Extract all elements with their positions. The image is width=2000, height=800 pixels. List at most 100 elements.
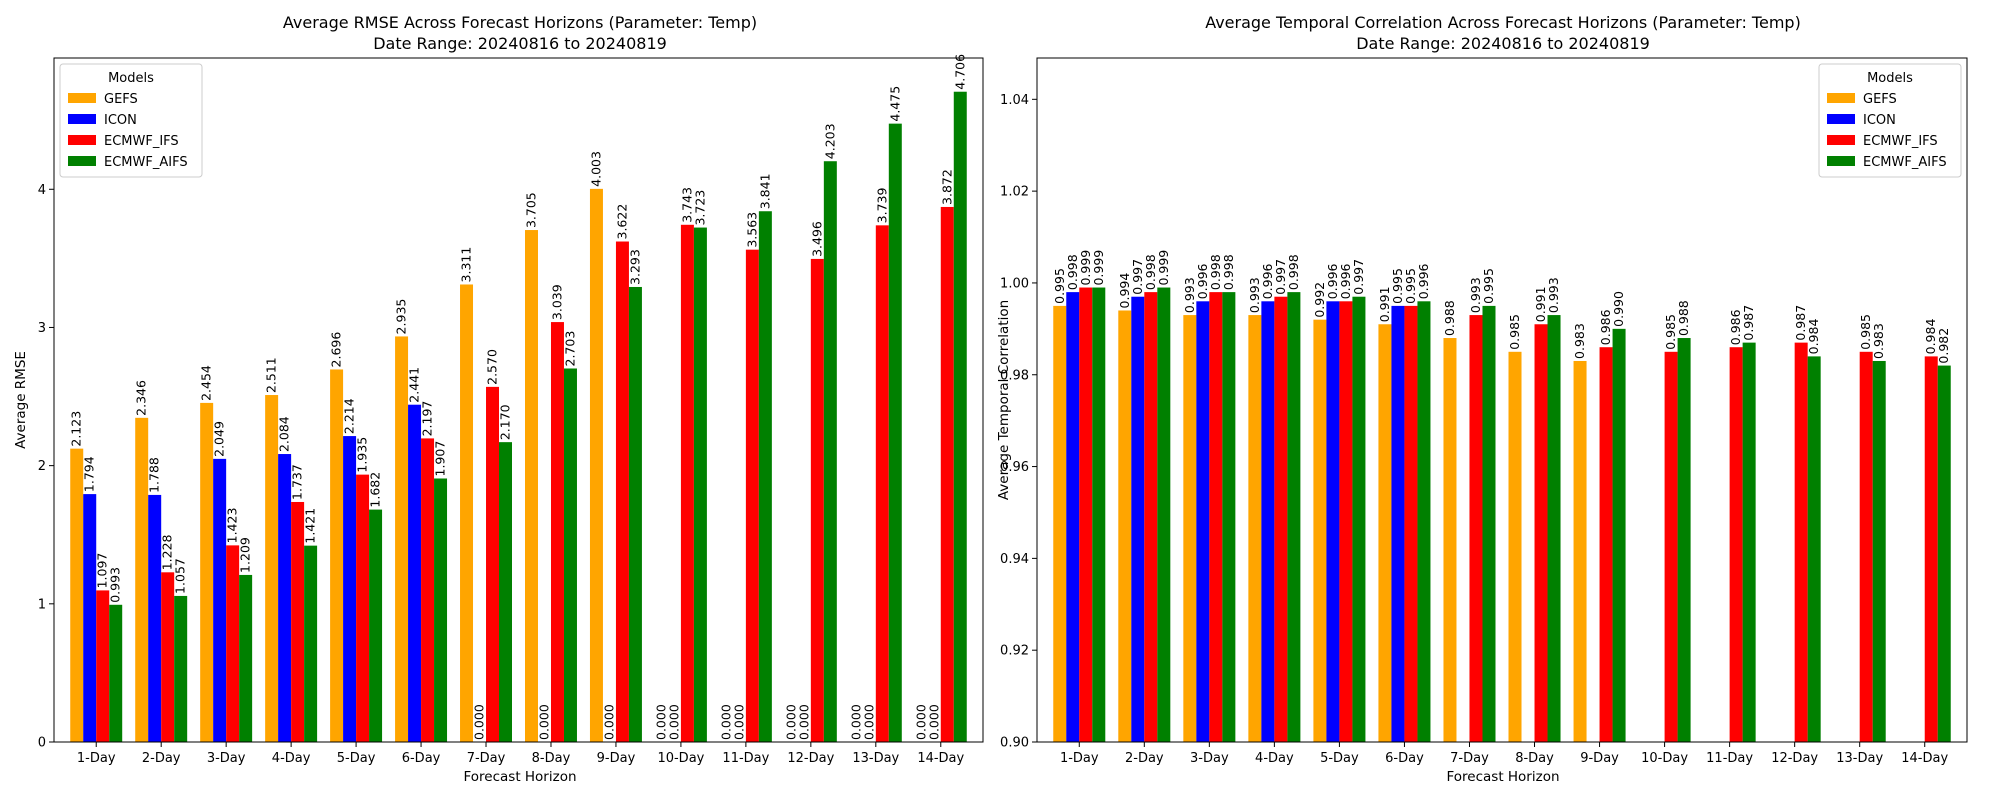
bar-value-label: 3.563 [744,212,759,248]
bar-value-label: 2.696 [329,332,344,368]
bar-value-label: 1.935 [355,437,370,473]
bar-ecmwf-aifs-10-day [1677,338,1691,742]
bar-ecmwf-ifs-9-day [1599,347,1613,742]
bar-value-label: 0.988 [1676,300,1691,336]
bar-value-label: 0.986 [1598,309,1613,345]
x-tick-label: 4-Day [1255,751,1294,766]
bar-gefs-9-day [1573,360,1587,742]
legend-entry: GEFS [1863,92,1897,107]
bar-value-label: 0.996 [1325,263,1340,299]
x-tick-label: 9-Day [1580,751,1619,766]
bar-value-label: 0.000 [718,704,733,740]
x-tick-label: 6-Day [402,751,441,766]
y-tick-label: 1.02 [1000,185,1029,200]
bar-value-label: 0.998 [1208,254,1223,290]
legend-entry: ECMWF_IFS [1863,134,1938,149]
bar-value-label: 0.982 [1936,328,1951,364]
bar-value-label: 0.000 [861,704,876,740]
bar-value-label: 0.985 [1858,314,1873,350]
bar-value-label: 0.995 [1390,268,1405,304]
bar-value-label: 3.705 [523,192,538,228]
x-tick-label: 10-Day [657,751,704,766]
bar-ecmwf-ifs-10-day [1664,351,1678,742]
y-tick-label: 0.98 [1000,368,1029,383]
bar-ecmwf-ifs-1-day [1079,287,1093,742]
bar-value-label: 0.992 [1312,282,1327,318]
x-tick-label: 14-Day [1901,751,1948,766]
bar-value-label: 0.998 [1065,254,1080,290]
bar-icon-2-day [1131,296,1145,742]
bar-gefs-7-day [1443,338,1457,742]
bar-ecmwf-ifs-2-day [1144,292,1158,742]
bar-value-label: 2.935 [394,299,409,335]
chart-subtitle: Date Range: 20240816 to 20240819 [1356,34,1650,53]
bar-value-label: 3.039 [549,284,564,320]
bar-icon-1-day [83,494,97,742]
bar-value-label: 0.000 [796,704,811,740]
bar-value-label: 3.311 [459,247,474,283]
y-tick-label: 2 [38,459,46,474]
y-axis-label: Average Temporal Correlation [996,300,1012,500]
legend-entry: GEFS [104,92,138,107]
bar-value-label: 3.622 [614,204,629,240]
bar-value-label: 3.496 [809,221,824,257]
x-axis-label: Forecast Horizon [463,769,576,785]
y-tick-label: 0 [38,736,46,751]
x-tick-label: 10-Day [1641,751,1688,766]
bar-value-label: 0.993 [1247,277,1262,313]
legend: Models GEFS ICON ECMWF_IFS ECMWF_AIFS [59,63,203,178]
bar-value-label: 0.991 [1533,286,1548,322]
x-tick-label: 8-Day [532,751,571,766]
bar-ecmwf-ifs-13-day [1859,351,1873,742]
legend-swatch [1827,114,1855,124]
bar-ecmwf-aifs-5-day [1352,296,1366,742]
bar-value-label: 0.998 [1143,254,1158,290]
bar-ecmwf-ifs-10-day [680,224,694,743]
x-tick-label: 11-Day [722,751,769,766]
bar-value-label: 3.841 [757,173,772,209]
legend-swatch [68,156,96,166]
bar-value-label: 1.682 [368,472,383,508]
bar-ecmwf-aifs-7-day [499,442,512,742]
bar-value-label: 1.737 [290,464,305,500]
bar-ecmwf-aifs-3-day [1222,292,1236,742]
x-tick-label: 12-Day [1771,751,1818,766]
bar-value-label: 3.293 [627,249,642,285]
bar-ecmwf-aifs-10-day [693,227,707,743]
bar-ecmwf-aifs-1-day [1092,287,1106,742]
bar-value-label: 0.984 [1923,319,1938,355]
bar-ecmwf-ifs-5-day [356,474,370,742]
legend-title: Models [1867,71,1913,86]
bar-value-label: 0.983 [1871,323,1886,359]
x-tick-label: 12-Day [787,751,834,766]
bar-value-label: 0.000 [601,704,616,740]
bar-value-label: 0.000 [848,704,863,740]
legend-entry: ICON [104,113,137,128]
bar-value-label: 4.706 [952,54,967,90]
bar-ecmwf-ifs-1-day [96,590,110,742]
bar-value-label: 0.995 [1052,268,1067,304]
bar-value-label: 1.228 [160,534,175,570]
y-tick-label: 0.90 [1000,736,1029,751]
bar-value-label: 1.209 [238,537,253,573]
bar-value-label: 0.993 [108,567,123,603]
bar-ecmwf-aifs-12-day [1807,356,1821,742]
bar-ecmwf-aifs-8-day [1547,315,1561,742]
x-tick-label: 3-Day [1190,751,1229,766]
x-tick-label: 14-Day [917,751,964,766]
bar-ecmwf-ifs-13-day [875,225,889,743]
bar-icon-2-day [148,494,162,742]
legend-entry: ECMWF_AIFS [104,155,188,170]
bar-ecmwf-ifs-5-day [1339,301,1353,742]
x-tick-label: 1-Day [77,751,116,766]
bar-gefs-2-day [1118,310,1132,742]
legend-box [1818,63,1962,178]
bars: 2.123 2.346 2.454 2.511 2.696 2.935 3.311 3.705… [69,54,967,743]
bar-value-label: 0.999 [1156,250,1171,286]
bar-value-label: 4.203 [822,123,837,159]
bar-ecmwf-aifs-8-day [563,368,577,742]
bar-gefs-6-day [1378,324,1392,742]
bar-value-label: 0.987 [1741,305,1756,341]
bar-ecmwf-ifs-3-day [1209,292,1223,742]
bar-value-label: 0.997 [1130,259,1145,295]
